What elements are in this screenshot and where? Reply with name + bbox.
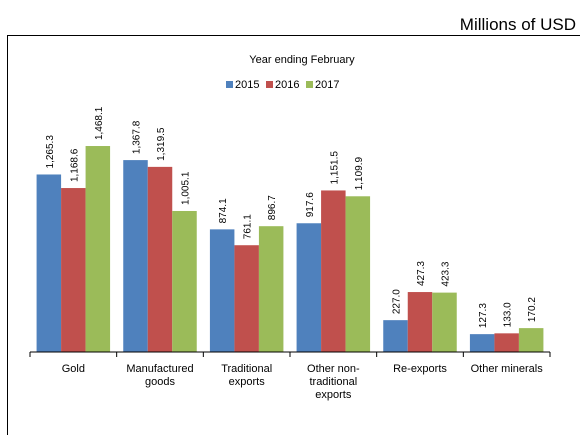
- bar-2017-1: [172, 210, 197, 352]
- legend-swatch-2016: [266, 81, 273, 88]
- bar-2017-0: [85, 146, 111, 352]
- data-label-2015-2: 874.1: [218, 198, 229, 223]
- data-label-2017-3: 1,109.9: [354, 156, 365, 190]
- bar-2015-1: [123, 160, 148, 352]
- legend-swatch-2015: [226, 81, 233, 88]
- bar-2017-2: [258, 226, 284, 352]
- data-label-2016-4: 427.3: [416, 261, 427, 286]
- data-label-2017-5: 170.2: [527, 297, 538, 322]
- bar-2017-3: [345, 196, 371, 352]
- data-label-2016-5: 133.0: [503, 302, 514, 327]
- bar-2015-0: [36, 174, 62, 352]
- unit-label: Millions of USD: [459, 15, 576, 34]
- bar-2016-4: [407, 292, 433, 352]
- chart-frame: [7, 35, 580, 435]
- data-label-2016-0: 1,168.6: [69, 148, 80, 182]
- bar-2015-3: [296, 223, 322, 352]
- bar-2015-5: [469, 334, 495, 352]
- category-label-0: Gold: [62, 363, 85, 375]
- data-label-2017-0: 1,468.1: [94, 106, 105, 140]
- data-label-2017-4: 423.3: [441, 261, 452, 286]
- bar-2016-5: [494, 333, 519, 352]
- data-label-2016-3: 1,151.5: [329, 151, 340, 185]
- category-label-1: Manufactured goods: [126, 363, 193, 388]
- bar-2015-4: [383, 320, 408, 352]
- bar-2016-2: [234, 245, 259, 352]
- legend-label-2015: 2015: [235, 79, 259, 91]
- chart-title: Year ending February: [249, 54, 355, 66]
- bar-2016-0: [61, 188, 86, 352]
- category-label-2: Traditional exports: [221, 363, 272, 388]
- data-label-2015-3: 917.6: [305, 192, 316, 217]
- data-label-2015-4: 227.0: [392, 289, 403, 314]
- category-label-3: Other non-traditional exports: [307, 363, 360, 401]
- data-label-2017-1: 1,005.1: [181, 171, 192, 205]
- legend-label-2017: 2017: [315, 79, 339, 91]
- bar-2017-5: [518, 328, 544, 352]
- legend-label-2016: 2016: [275, 79, 299, 91]
- bar-chart: Year ending February 2015 2016 2017 1,265.3 1…: [29, 54, 551, 401]
- bar-2016-3: [321, 190, 346, 352]
- bar-2015-2: [209, 229, 235, 352]
- category-label-5: Other minerals: [471, 363, 544, 375]
- data-label-2016-1: 1,319.5: [156, 127, 167, 161]
- bar-2017-4: [432, 292, 457, 352]
- legend-swatch-2017: [306, 81, 313, 88]
- data-label-2016-2: 761.1: [243, 214, 254, 239]
- data-label-2015-0: 1,265.3: [45, 135, 56, 169]
- data-label-2015-1: 1,367.8: [132, 120, 143, 154]
- bar-2016-1: [147, 166, 173, 352]
- data-label-2015-5: 127.3: [478, 303, 489, 328]
- data-label-2017-2: 896.7: [267, 195, 278, 220]
- category-label-4: Re-exports: [393, 363, 447, 375]
